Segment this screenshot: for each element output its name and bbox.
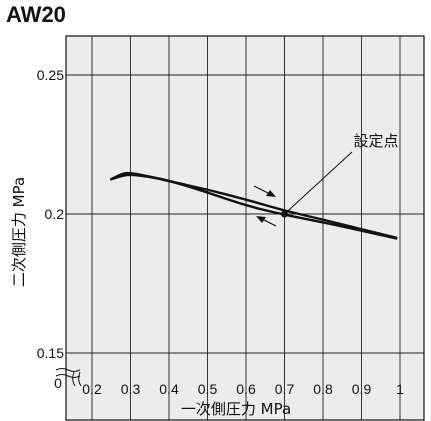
grid-y <box>66 74 424 354</box>
x-tick-label: 0.2 <box>82 381 102 397</box>
origin-label: 0 <box>54 375 62 391</box>
y-axis-title: 二次側圧力 MPa <box>10 177 28 287</box>
plot-frame <box>65 35 425 421</box>
x-tick-label: 0.9 <box>352 381 372 397</box>
x-tick-label: 1 <box>396 381 404 397</box>
plot-background <box>66 36 424 420</box>
axis-break-mark <box>55 368 81 378</box>
direction-arrow-decreasing <box>256 216 277 227</box>
x-tick-label: 0.7 <box>275 381 295 397</box>
x-tick-label: 0.6 <box>236 381 256 397</box>
x-tick-label: 0.4 <box>159 381 179 397</box>
axis-break-mark-x <box>72 371 82 387</box>
y-tick-label: 0.15 <box>37 345 64 361</box>
direction-arrow-increasing <box>253 185 276 197</box>
chart-title: AW20 <box>6 2 66 27</box>
series-layer <box>110 171 398 240</box>
x-tick-labels: 0.2 0.3 0.4 0.5 0.6 0.7 0.8 0.9 1 <box>82 381 404 397</box>
series-line-2 <box>110 173 398 240</box>
y-tick-labels: 0.15 0.2 0.25 <box>37 67 64 361</box>
x-tick-label: 0.8 <box>313 381 333 397</box>
x-tick-label: 0.5 <box>198 381 218 397</box>
x-tick-label: 0.3 <box>121 381 141 397</box>
set-point-leader-line <box>284 151 353 215</box>
grid-x <box>91 36 401 420</box>
set-point-label: 設定点 <box>353 132 398 150</box>
y-tick-label: 0.25 <box>37 67 64 83</box>
y-tick-label: 0.2 <box>45 206 65 222</box>
x-axis-title: 一次側圧力 MPa <box>181 400 291 418</box>
